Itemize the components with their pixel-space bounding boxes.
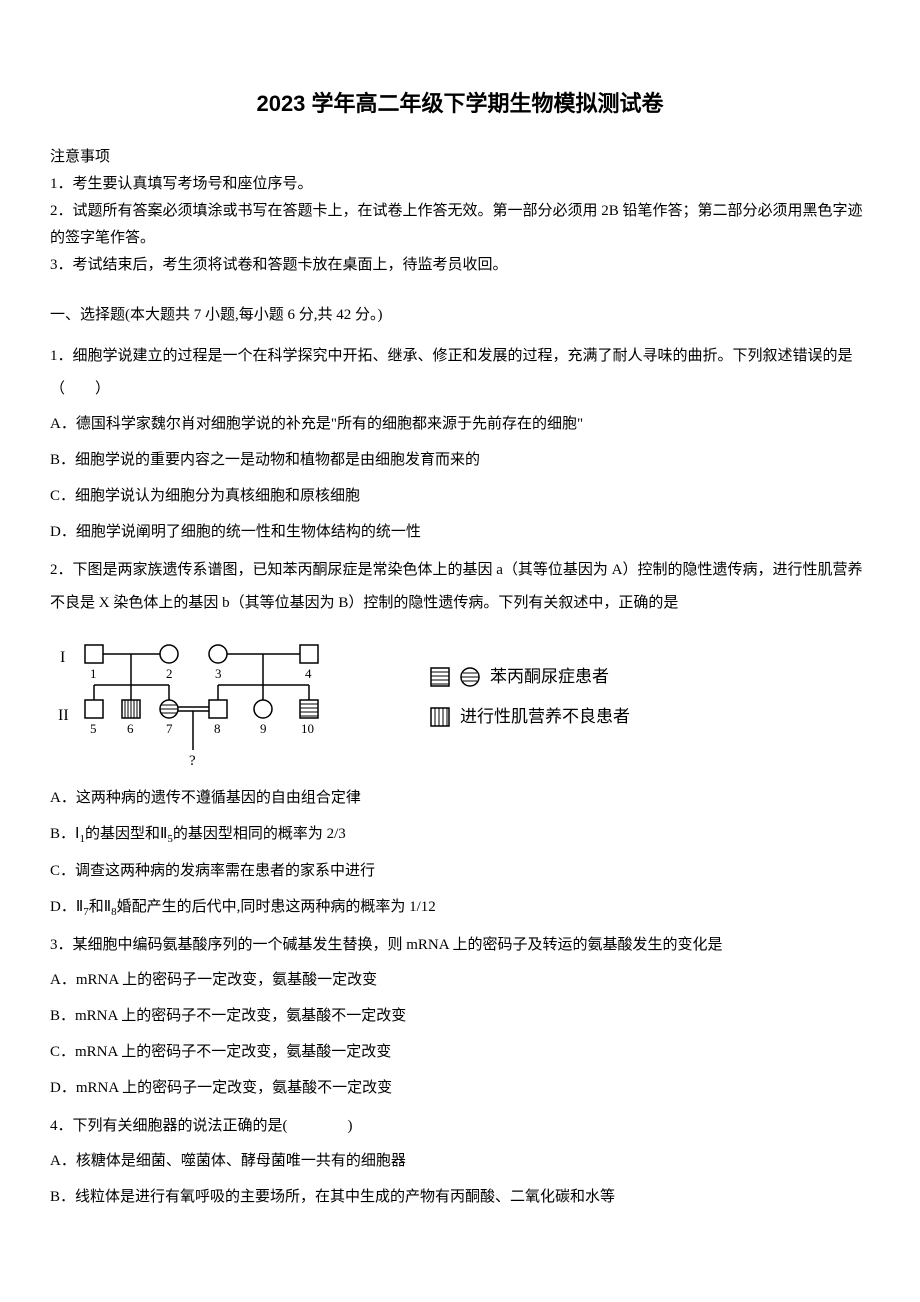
question-4: 4．下列有关细胞器的说法正确的是( ) A．核糖体是细菌、噬菌体、酵母菌唯一共有…: [50, 1110, 870, 1215]
question-2-option-b: B．Ⅰ1的基因型和Ⅱ5的基因型相同的概率为 2/3: [50, 816, 870, 852]
svg-text:6: 6: [127, 721, 134, 736]
question-1-text: 1．细胞学说建立的过程是一个在科学探究中开拓、继承、修正和发展的过程，充满了耐人…: [50, 340, 870, 406]
section-1-header: 一、选择题(本大题共 7 小题,每小题 6 分,共 42 分。): [50, 299, 870, 332]
instructions-header: 注意事项: [50, 144, 870, 171]
question-4-option-a: A．核糖体是细菌、噬菌体、酵母菌唯一共有的细胞器: [50, 1143, 870, 1179]
svg-text:1: 1: [90, 666, 97, 681]
svg-text:10: 10: [301, 721, 314, 736]
svg-text:2: 2: [166, 666, 173, 681]
legend-1-text: 苯丙酮尿症患者: [490, 660, 609, 694]
svg-text:3: 3: [215, 666, 222, 681]
legend-row-1: 苯丙酮尿症患者: [430, 660, 630, 694]
question-1-option-a: A．德国科学家魏尔肖对细胞学说的补充是"所有的细胞都来源于先前存在的细胞": [50, 406, 870, 442]
question-1-option-b: B．细胞学说的重要内容之一是动物和植物都是由细胞发育而来的: [50, 442, 870, 478]
question-2-option-d: D．Ⅱ7和Ⅱ8婚配产生的后代中,同时患这两种病的概率为 1/12: [50, 889, 870, 925]
question-2: 2．下图是两家族遗传系谱图，已知苯丙酮尿症是常染色体上的基因 a（其等位基因为 …: [50, 554, 870, 925]
svg-text:7: 7: [166, 721, 173, 736]
svg-text:4: 4: [305, 666, 312, 681]
gen-2-label: II: [58, 707, 69, 724]
svg-text:9: 9: [260, 721, 267, 736]
question-3-text: 3．某细胞中编码氨基酸序列的一个碱基发生替换，则 mRNA 上的密码子及转运的氨…: [50, 929, 870, 962]
question-3: 3．某细胞中编码氨基酸序列的一个碱基发生替换，则 mRNA 上的密码子及转运的氨…: [50, 929, 870, 1106]
instructions-block: 注意事项 1．考生要认真填写考场号和座位序号。 2．试题所有答案必须填涂或书写在…: [50, 144, 870, 279]
pedigree-diagram-container: I II 1 2 3 4: [50, 630, 870, 770]
instruction-item: 2．试题所有答案必须填涂或书写在答题卡上，在试卷上作答无效。第一部分必须用 2B…: [50, 198, 870, 252]
question-3-option-c: C．mRNA 上的密码子不一定改变，氨基酸一定改变: [50, 1034, 870, 1070]
exam-title: 2023 学年高二年级下学期生物模拟测试卷: [50, 80, 870, 128]
question-4-text: 4．下列有关细胞器的说法正确的是( ): [50, 1110, 870, 1143]
pedigree-legend: 苯丙酮尿症患者 进行性肌营养不良患者: [430, 660, 630, 740]
question-2-option-a: A．这两种病的遗传不遵循基因的自由组合定律: [50, 780, 870, 816]
vertical-stripe-square-icon: [430, 707, 452, 727]
question-2-option-c: C．调查这两种病的发病率需在患者的家系中进行: [50, 853, 870, 889]
instruction-item: 1．考生要认真填写考场号和座位序号。: [50, 171, 870, 198]
question-3-option-d: D．mRNA 上的密码子一定改变，氨基酸不一定改变: [50, 1070, 870, 1106]
horizontal-stripe-square-icon: [430, 667, 452, 687]
pedigree-chart: I II 1 2 3 4: [50, 630, 350, 770]
question-3-option-a: A．mRNA 上的密码子一定改变，氨基酸一定改变: [50, 962, 870, 998]
question-1-option-c: C．细胞学说认为细胞分为真核细胞和原核细胞: [50, 478, 870, 514]
question-1: 1．细胞学说建立的过程是一个在科学探究中开拓、继承、修正和发展的过程，充满了耐人…: [50, 340, 870, 550]
legend-row-2: 进行性肌营养不良患者: [430, 700, 630, 734]
svg-text:8: 8: [214, 721, 221, 736]
question-1-option-d: D．细胞学说阐明了细胞的统一性和生物体结构的统一性: [50, 514, 870, 550]
question-2-text: 2．下图是两家族遗传系谱图，已知苯丙酮尿症是常染色体上的基因 a（其等位基因为 …: [50, 554, 870, 620]
horizontal-stripe-circle-icon: [460, 667, 482, 687]
svg-text:?: ?: [189, 753, 196, 769]
question-3-option-b: B．mRNA 上的密码子不一定改变，氨基酸不一定改变: [50, 998, 870, 1034]
legend-2-text: 进行性肌营养不良患者: [460, 700, 630, 734]
svg-text:5: 5: [90, 721, 97, 736]
question-4-option-b: B．线粒体是进行有氧呼吸的主要场所，在其中生成的产物有丙酮酸、二氧化碳和水等: [50, 1179, 870, 1215]
gen-1-label: I: [60, 649, 65, 666]
instruction-item: 3．考试结束后，考生须将试卷和答题卡放在桌面上，待监考员收回。: [50, 252, 870, 279]
